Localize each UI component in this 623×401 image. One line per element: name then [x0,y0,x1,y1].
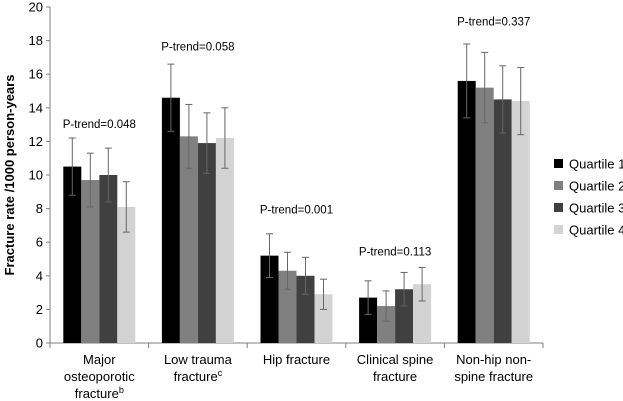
y-axis-ticks: 0 2 4 6 8 10 12 14 16 18 20 [29,0,50,351]
category-label: Non-hip non- [456,352,531,367]
y-tick-label: 14 [29,100,43,115]
bar [314,294,333,343]
legend-label: Quartile 2 [569,179,623,194]
bars [63,80,530,344]
category-label: fracturec [174,368,223,384]
y-tick-label: 18 [29,33,43,48]
bar [117,206,136,343]
legend-swatch [554,225,563,234]
legend-swatch [554,203,563,212]
bar [99,175,118,343]
category-label: osteoporotic [64,369,135,384]
y-tick-label: 2 [36,302,43,317]
bar [161,97,180,343]
y-tick-label: 16 [29,67,43,82]
y-tick-label: 20 [29,0,43,15]
p-trend-annotation: P-trend=0.048 [63,119,136,131]
legend-swatch [554,181,563,190]
category-label: fracture [373,369,417,384]
legend-label: Quartile 3 [569,201,623,216]
legend-label: Quartile 4 [569,223,623,238]
bar [395,289,414,343]
category-label: Major [83,352,116,367]
p-trend-annotation: P-trend=0.337 [457,16,530,28]
bar [475,87,494,343]
footnote-marker: c [218,368,223,378]
bar [260,255,279,343]
legend-swatch [554,159,563,168]
bar [511,101,530,343]
category-label: spine fracture [454,369,533,384]
p-trend-annotations: P-trend=0.048 P-trend=0.058 P-trend=0.001 P… [63,16,531,258]
bar [197,143,216,343]
p-trend-annotation: P-trend=0.001 [260,205,333,217]
bar [377,306,396,343]
y-tick-label: 0 [36,336,43,351]
y-axis-label: Fracture rate /1000 person-years [2,75,17,276]
y-tick-label: 12 [29,134,43,149]
category-label: fractureb [75,385,124,401]
bar [296,275,315,343]
y-tick-label: 8 [36,201,43,216]
p-trend-annotation: P-trend=0.058 [161,42,234,54]
legend: Quartile 1 Quartile 2 Quartile 3 Quartile 4 [554,157,623,238]
category-label: Clinical spine [357,352,434,367]
bar [493,99,512,344]
bar [179,136,198,343]
y-tick-label: 4 [36,268,43,283]
category-label: Low trauma [164,352,233,367]
p-trend-annotation: P-trend=0.113 [359,247,431,259]
bar [63,166,82,343]
bar [278,270,297,343]
bar [457,80,476,344]
y-tick-label: 10 [29,168,43,183]
y-tick-label: 6 [36,235,43,250]
bar [359,297,378,343]
category-label: Hip fracture [263,352,330,367]
footnote-marker: b [119,385,124,395]
bar [81,180,100,343]
error-bars [68,43,525,322]
legend-label: Quartile 1 [569,157,623,172]
bar [215,138,234,343]
bar [413,284,432,343]
